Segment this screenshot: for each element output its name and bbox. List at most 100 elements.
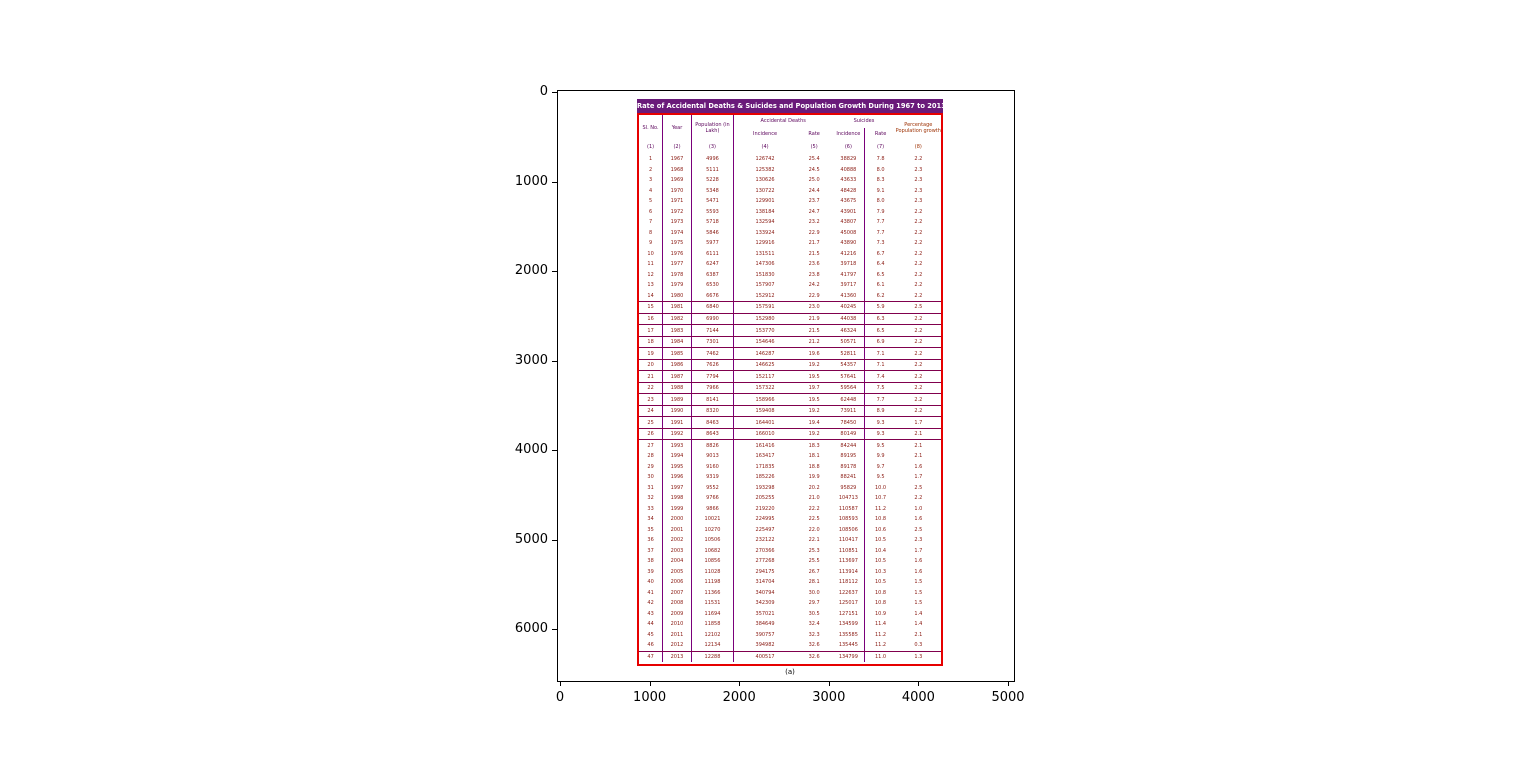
table-cell: 5471 xyxy=(692,196,735,207)
y-tick-label: 4000 xyxy=(514,442,548,457)
table-cell: 23.2 xyxy=(808,219,820,226)
table-cell: 4996 xyxy=(692,154,735,165)
table-cell: 15 xyxy=(639,302,664,313)
table-cell: 8.3 xyxy=(876,177,885,184)
table-cell: 127151 xyxy=(832,608,866,620)
table-row: 31 1997 9552 193298 20.2 95829 10.0 2.5 xyxy=(639,482,941,493)
table-cell: 8320 xyxy=(692,405,735,417)
table-cell: 2012 xyxy=(663,640,692,651)
table-cell: 2.1 xyxy=(914,431,923,438)
table-cell: 25.3 xyxy=(808,547,820,554)
table-row: 2 1968 5111 125382 24.5 40888 8.0 2.3 xyxy=(639,164,941,176)
table-cell: 2.3 xyxy=(914,166,923,173)
table-cell: 7966 xyxy=(692,382,735,394)
x-tick-label: 3000 xyxy=(812,690,846,705)
table-cell: 340794 xyxy=(755,589,775,596)
table-row: 4 1970 5348 130722 24.4 48428 9.1 2.3 xyxy=(639,185,941,197)
y-tick-mark xyxy=(552,629,557,630)
y-tick-label: 3000 xyxy=(514,352,548,368)
table-cell: 11366 xyxy=(692,587,735,599)
table-cell: 7.7 xyxy=(876,396,885,403)
table-cell: 1.7 xyxy=(914,419,923,426)
table-cell: 11.2 xyxy=(874,505,887,512)
table-cell: 21.5 xyxy=(808,327,820,334)
table-cell: 2.2 xyxy=(914,261,923,268)
x-tick-label: 2000 xyxy=(722,690,756,705)
table-cell: 39 xyxy=(639,566,664,578)
table-row: 17 1983 7144 153770 21.5 46324 6.5 2.2 xyxy=(639,324,941,336)
table-row: 25 1991 8463 164401 19.4 78450 9.3 1.7 xyxy=(639,416,941,428)
table-cell: 390757 xyxy=(755,631,775,638)
table-cell: 2.2 xyxy=(914,373,923,380)
table-row: 9 1975 5977 129916 21.7 43890 7.3 2.2 xyxy=(639,238,941,249)
table-cell: 7.7 xyxy=(876,219,885,226)
table-cell: 193298 xyxy=(755,484,775,491)
table-cell: 22 xyxy=(639,382,664,394)
table-cell: 10682 xyxy=(692,545,735,557)
table-cell: 110587 xyxy=(832,503,866,515)
table-cell: 219220 xyxy=(755,505,775,512)
table-cell: 1988 xyxy=(663,382,692,394)
table-cell: 43890 xyxy=(832,238,866,249)
table-cell: 29.7 xyxy=(808,600,820,607)
table-cell: 1970 xyxy=(663,185,692,197)
table-row: 36 2002 10506 232122 22.1 110417 10.5 2.3 xyxy=(639,535,941,546)
table-cell: 7.8 xyxy=(876,156,885,163)
table-cell: 37 xyxy=(639,545,664,557)
table-cell: 2010 xyxy=(663,619,692,630)
table-cell: 21.0 xyxy=(808,495,820,502)
table-cell: 1.6 xyxy=(914,516,923,523)
table-cell: 1.7 xyxy=(914,547,923,554)
x-tick-mark xyxy=(828,682,830,686)
table-cell: 45008 xyxy=(832,227,866,239)
table-row: 24 1990 8320 159408 19.2 73911 8.9 2.2 xyxy=(639,404,941,417)
table-cell: 10.5 xyxy=(874,558,887,565)
table-cell: 19.2 xyxy=(808,362,820,369)
table-row: 34 2000 10021 224995 22.5 108593 10.8 1.6 xyxy=(639,514,941,525)
table-cell: 7.9 xyxy=(876,208,885,215)
table-cell: 34 xyxy=(639,514,664,525)
table-cell: 78450 xyxy=(832,417,866,428)
table-cell: 1987 xyxy=(663,371,692,382)
table-cell: 125382 xyxy=(755,166,775,173)
table-cell: 10.4 xyxy=(874,547,887,554)
table-cell: 25.4 xyxy=(808,156,820,163)
x-tick-mark xyxy=(649,682,651,686)
table-cell: 2 xyxy=(639,164,664,176)
table-cell: 19.7 xyxy=(808,385,820,392)
table-cell: 22.2 xyxy=(808,505,820,512)
table-row: 7 1973 5718 132594 23.2 43807 7.7 2.2 xyxy=(639,217,941,228)
table-cell: 19.5 xyxy=(808,396,820,403)
table-cell: 6840 xyxy=(692,302,735,313)
header-group-accidental-deaths: Accidental Deaths xyxy=(760,117,806,124)
table-cell: 357021 xyxy=(755,610,775,617)
table-cell: 7794 xyxy=(692,371,735,382)
table-cell: 9866 xyxy=(692,503,735,515)
table-cell: 232122 xyxy=(755,537,775,544)
table-cell: 41216 xyxy=(832,248,866,260)
table-cell: 9.5 xyxy=(876,442,885,449)
table-cell: 17 xyxy=(639,325,664,336)
table-cell: 1996 xyxy=(663,471,692,483)
table-title: Rate of Accidental Deaths & Suicides and… xyxy=(637,99,943,113)
table-row: 18 1984 7301 154646 21.2 50571 6.9 2.2 xyxy=(639,335,941,348)
x-tick-mark xyxy=(739,682,741,686)
y-tick-label: 2000 xyxy=(514,263,548,278)
table-cell: 73911 xyxy=(832,405,866,417)
table-cell: 43675 xyxy=(832,196,866,207)
table-cell: 2.2 xyxy=(914,271,923,278)
table-cell: 2.2 xyxy=(914,315,923,322)
table-cell: 8.0 xyxy=(876,198,885,205)
table-cell: 6.4 xyxy=(876,261,885,268)
table-cell: 8 xyxy=(639,227,664,239)
table-cell: 2005 xyxy=(663,566,692,578)
table-row: 40 2006 11198 314704 28.1 118112 10.5 1.5 xyxy=(639,577,941,588)
table-cell: 8.9 xyxy=(876,408,885,415)
table-cell: 2.2 xyxy=(914,240,923,247)
table-cell: 23 xyxy=(639,394,664,405)
table-row: 12 1978 6387 151830 23.8 41797 6.5 2.2 xyxy=(639,269,941,281)
table-cell: 1.4 xyxy=(914,621,923,628)
table-cell: 10.8 xyxy=(874,589,887,596)
header-year: Year xyxy=(663,115,692,142)
table-cell: 21.2 xyxy=(808,339,820,346)
